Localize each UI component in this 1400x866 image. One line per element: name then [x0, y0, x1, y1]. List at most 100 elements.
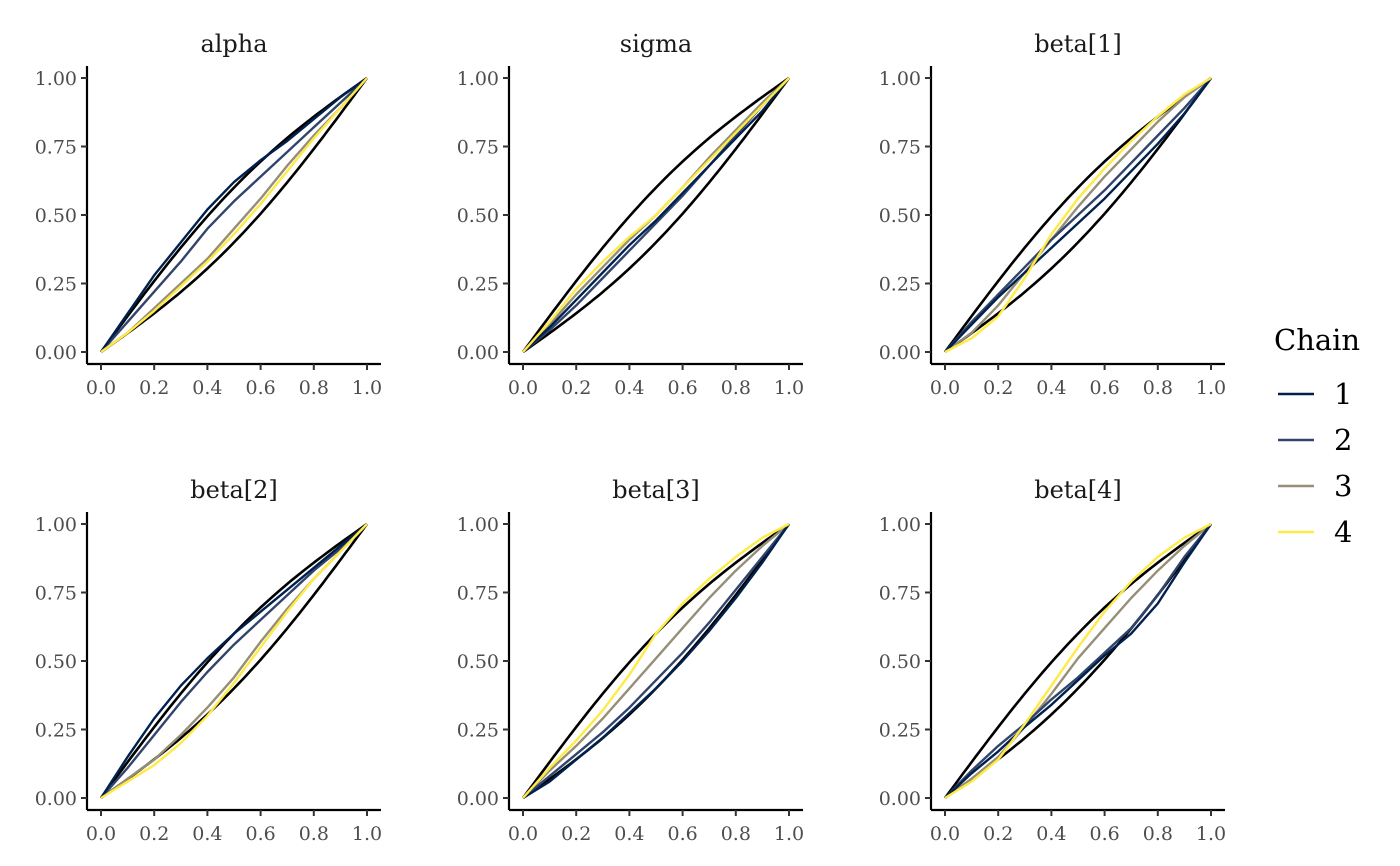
y-tick-label: 0.75	[457, 583, 499, 605]
y-tick-label: 0.25	[879, 274, 921, 296]
y-tick-label: 0.25	[457, 720, 499, 742]
chain-2-line	[522, 523, 790, 799]
x-tick-label: 0.6	[1089, 823, 1119, 845]
x-tick-label: 1.0	[774, 823, 804, 845]
envelope-upper	[521, 76, 790, 353]
x-tick-label: 0.4	[192, 823, 222, 845]
envelope-upper	[99, 76, 368, 353]
chain-3-line	[100, 77, 368, 353]
x-tick-label: 0.6	[1089, 377, 1119, 399]
legend-label-chain-1: 1	[1334, 377, 1352, 411]
y-tick-label: 0.75	[35, 583, 77, 605]
y-tick-label: 1.00	[35, 514, 77, 536]
x-tick-label: 0.6	[667, 377, 697, 399]
legend-entries: 1 2 3 4	[1278, 377, 1352, 549]
x-tick-label: 0.4	[1036, 377, 1066, 399]
facet-panel: beta[1] 0.00 0.25 0.50 0.75 1.00 0.0 0.2 0.4 0.6 0…	[879, 30, 1226, 399]
x-tick-label: 0.2	[139, 823, 169, 845]
chain-4-line	[522, 77, 790, 353]
envelope-lower	[100, 77, 369, 354]
chain-3-line	[522, 523, 790, 799]
y-tick-label: 0.75	[457, 137, 499, 159]
x-tick-label: 0.8	[721, 823, 751, 845]
y-tick-label: 0.00	[35, 342, 77, 364]
chain-1-line	[99, 523, 368, 799]
chain-1-line	[944, 523, 1212, 799]
x-tick-label: 0.0	[86, 823, 116, 845]
x-tick-label: 0.4	[614, 823, 644, 845]
facet-panels: alpha 0.00 0.25 0.50 0.75 1.00 0.0 0.2 0.4 0.6 0.8…	[35, 30, 1226, 845]
x-tick-label: 1.0	[1196, 823, 1226, 845]
y-tick-label: 1.00	[457, 514, 499, 536]
chain-4-line	[100, 523, 368, 800]
y-tick-label: 1.00	[35, 68, 77, 90]
y-tick-label: 0.25	[879, 720, 921, 742]
y-tick-label: 0.25	[457, 274, 499, 296]
chain-2-line	[100, 77, 368, 353]
facet-title: beta[2]	[190, 476, 278, 504]
facet-panel: beta[2] 0.00 0.25 0.50 0.75 1.00 0.0 0.2 0.4 0.6 0…	[35, 476, 382, 845]
x-tick-label: 1.0	[1196, 377, 1226, 399]
x-tick-label: 0.2	[139, 377, 169, 399]
facet-panel: sigma 0.00 0.25 0.50 0.75 1.00 0.0 0.2 0.4 0.6 0.8…	[457, 30, 804, 399]
y-tick-label: 1.00	[879, 68, 921, 90]
legend-label-chain-3: 3	[1334, 469, 1352, 503]
x-tick-label: 0.2	[561, 377, 591, 399]
x-tick-label: 1.0	[774, 377, 804, 399]
x-tick-label: 0.2	[983, 823, 1013, 845]
envelope-lower	[522, 77, 791, 354]
y-tick-label: 0.50	[879, 205, 921, 227]
chain-4-line	[522, 522, 790, 799]
chain-1-line	[522, 77, 790, 353]
x-tick-label: 1.0	[352, 823, 382, 845]
x-tick-label: 0.8	[1143, 377, 1173, 399]
x-tick-label: 0.8	[299, 377, 329, 399]
x-tick-label: 0.6	[245, 377, 275, 399]
x-tick-label: 0.0	[508, 823, 538, 845]
x-tick-label: 0.4	[192, 377, 222, 399]
y-tick-label: 0.75	[879, 137, 921, 159]
x-tick-label: 0.0	[930, 823, 960, 845]
x-tick-label: 0.0	[930, 377, 960, 399]
chain-2-line	[944, 77, 1212, 353]
x-tick-label: 0.8	[299, 823, 329, 845]
legend-title: Chain	[1274, 323, 1360, 357]
chain-2-line	[944, 523, 1212, 799]
facet-title: sigma	[620, 30, 692, 58]
chain-2-line	[100, 523, 368, 799]
y-tick-label: 0.75	[35, 137, 77, 159]
x-tick-label: 0.0	[86, 377, 116, 399]
x-tick-label: 0.2	[561, 823, 591, 845]
y-tick-label: 1.00	[879, 514, 921, 536]
facet-panel: alpha 0.00 0.25 0.50 0.75 1.00 0.0 0.2 0.4 0.6 0.8…	[35, 30, 382, 399]
x-tick-label: 1.0	[352, 377, 382, 399]
x-tick-label: 0.0	[508, 377, 538, 399]
facet-panel: beta[3] 0.00 0.25 0.50 0.75 1.00 0.0 0.2 0.4 0.6 0…	[457, 476, 804, 845]
y-tick-label: 0.00	[457, 342, 499, 364]
x-tick-label: 0.4	[1036, 823, 1066, 845]
chain-3-line	[944, 523, 1212, 799]
facet-title: beta[1]	[1034, 30, 1122, 58]
y-tick-label: 0.25	[35, 274, 77, 296]
envelope-upper	[943, 522, 1212, 799]
y-tick-label: 0.50	[879, 651, 921, 673]
y-tick-label: 0.50	[457, 651, 499, 673]
x-tick-label: 0.4	[614, 377, 644, 399]
y-tick-label: 0.00	[879, 788, 921, 810]
chain-1-line	[944, 77, 1212, 353]
facet-title: beta[3]	[612, 476, 700, 504]
y-tick-label: 0.50	[35, 651, 77, 673]
facet-title: alpha	[200, 30, 267, 58]
facet-panel: beta[4] 0.00 0.25 0.50 0.75 1.00 0.0 0.2 0.4 0.6 0…	[879, 476, 1226, 845]
chain-1-line	[100, 77, 368, 353]
y-tick-label: 0.50	[457, 205, 499, 227]
y-tick-label: 0.00	[879, 342, 921, 364]
chain-2-line	[522, 77, 790, 353]
chain-4-line	[944, 76, 1212, 354]
x-tick-label: 0.8	[721, 377, 751, 399]
chain-4-line	[944, 522, 1212, 800]
x-tick-label: 0.6	[245, 823, 275, 845]
y-tick-label: 0.50	[35, 205, 77, 227]
legend-label-chain-4: 4	[1334, 515, 1352, 549]
